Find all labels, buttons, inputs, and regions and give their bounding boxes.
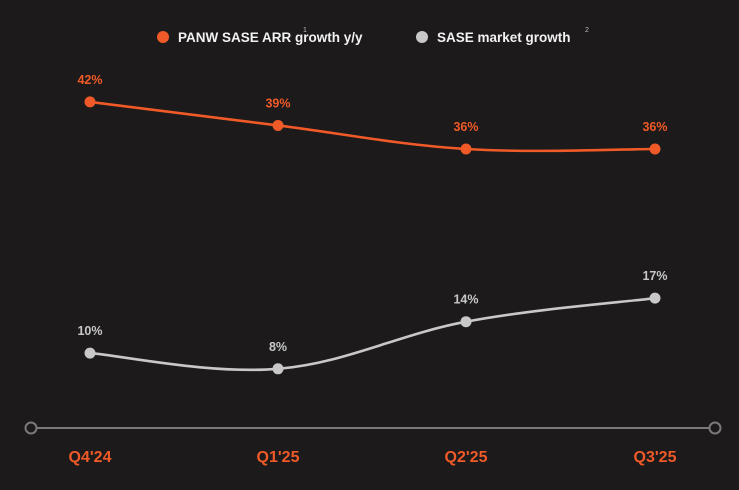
x-axis-right-cap [708,421,722,435]
data-point-market [84,347,96,359]
data-point-market [460,316,472,328]
data-point-market [649,292,661,304]
data-point-panw [84,96,96,108]
x-axis [24,421,722,435]
data-label-panw: 36% [642,120,667,134]
legend: PANW SASE ARR growth y/y 1 SASE market g… [157,27,589,45]
data-point-panw [272,119,284,131]
legend-label-panw: PANW SASE ARR growth y/y [178,30,363,45]
data-label-panw: 39% [265,96,290,110]
data-label-market: 8% [269,340,287,354]
series-layer: 42% 39% 36% 36% 10% 8% 14% 17% [77,73,668,375]
x-tick-label: Q2'25 [445,449,488,466]
data-point-panw [649,143,661,155]
x-tick-labels: Q4'24 Q1'25 Q2'25 Q3'25 [69,449,677,466]
series-line-market [88,296,657,372]
data-label-market: 10% [77,324,102,338]
legend-footnote-panw: 1 [303,27,307,34]
legend-item-panw: PANW SASE ARR growth y/y 1 [157,27,363,45]
x-axis-left-cap [24,421,38,435]
x-tick-label: Q4'24 [69,449,112,466]
data-label-market: 17% [642,269,667,283]
data-point-market [272,363,284,375]
series-panw: 42% 39% 36% 36% [77,73,668,155]
legend-footnote-market: 2 [585,27,589,34]
legend-marker-market [416,31,428,43]
x-tick-label: Q1'25 [257,449,300,466]
x-tick-label: Q3'25 [634,449,677,466]
legend-label-market: SASE market growth [437,30,571,45]
legend-item-market: SASE market growth 2 [416,27,589,45]
data-label-panw: 36% [453,120,478,134]
data-label-market: 14% [453,293,478,307]
data-label-panw: 42% [77,73,102,87]
data-point-panw [460,143,472,155]
legend-marker-panw [157,31,169,43]
series-market: 10% 8% 14% 17% [77,269,668,375]
series-line-panw [88,100,657,153]
